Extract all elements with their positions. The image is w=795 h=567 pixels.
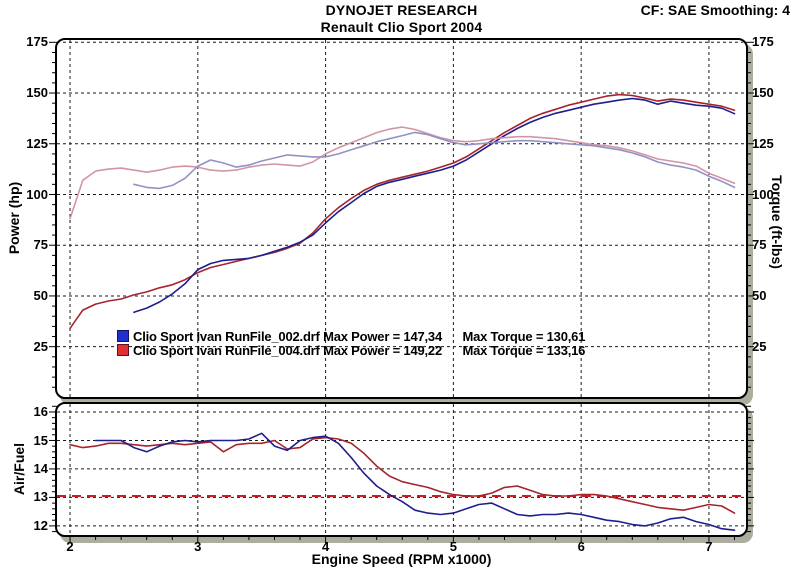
y-axis-tick-label-right: 75 [752, 237, 767, 253]
torque-axis-label: Torque (ft-lbs) [769, 175, 785, 269]
y-axis-tick-label: 75 [33, 237, 48, 253]
power-torque-chart: Clio Sport Ivan RunFile_002.drf Max Powe… [49, 38, 754, 399]
y-axis-tick-label-right: 175 [752, 34, 774, 50]
y-axis-tick-label: 14 [33, 460, 48, 476]
y-axis-tick-label-right: 50 [752, 287, 767, 303]
y-axis-tick-label-right: 125 [752, 135, 774, 151]
airfuel-chart [49, 402, 754, 543]
airfuel-plot [49, 404, 754, 543]
power-torque-plot [49, 40, 754, 397]
vehicle-name: Renault Clio Sport 2004 [320, 19, 483, 35]
legend: Clio Sport Ivan RunFile_002.drf Max Powe… [117, 328, 586, 358]
x-axis-tick-label: 5 [449, 539, 457, 554]
report-title: DYNOJET RESEARCH [325, 2, 478, 18]
y-axis-tick-label: 25 [33, 338, 48, 354]
run-004-label: Clio Sport Ivan RunFile_004.drf Max Powe… [133, 342, 586, 358]
cf-smoothing-setting: CF: SAE Smoothing: 4 [640, 2, 790, 18]
legend-row-run-002: Clio Sport Ivan RunFile_002.drf Max Powe… [117, 328, 586, 344]
y-axis-tick-label-right: 150 [752, 85, 774, 100]
x-axis-tick-label: 4 [321, 539, 330, 554]
y-axis-tick-label: 125 [26, 135, 48, 151]
y-axis-tick-label-right: 25 [752, 338, 767, 354]
y-axis-tick-label: 175 [26, 34, 48, 50]
y-axis-tick-label: 12 [33, 517, 48, 533]
run-002-label: Clio Sport Ivan RunFile_002.drf Max Powe… [133, 328, 586, 344]
x-axis-tick-label: 3 [194, 539, 202, 554]
y-axis-tick-label: 50 [33, 287, 48, 303]
engine-speed-axis-label: Engine Speed (RPM x1000) [311, 551, 492, 567]
legend-row-run-004: Clio Sport Ivan RunFile_004.drf Max Powe… [117, 342, 586, 358]
x-axis-tick-label: 6 [577, 539, 585, 554]
y-axis-tick-label: 150 [26, 85, 48, 100]
x-axis-tick-label: 2 [66, 539, 74, 554]
x-axis-tick-label: 7 [705, 539, 713, 554]
y-axis-tick-label-right: 100 [752, 186, 774, 202]
y-axis-tick-label: 100 [26, 186, 48, 202]
y-axis-tick-label: 13 [33, 489, 48, 505]
y-axis-tick-label: 16 [33, 404, 48, 419]
y-axis-tick-label: 15 [33, 432, 48, 448]
run-004-swatch [117, 344, 129, 356]
run-002-swatch [117, 330, 129, 342]
power-axis-label: Power (hp) [6, 181, 22, 255]
